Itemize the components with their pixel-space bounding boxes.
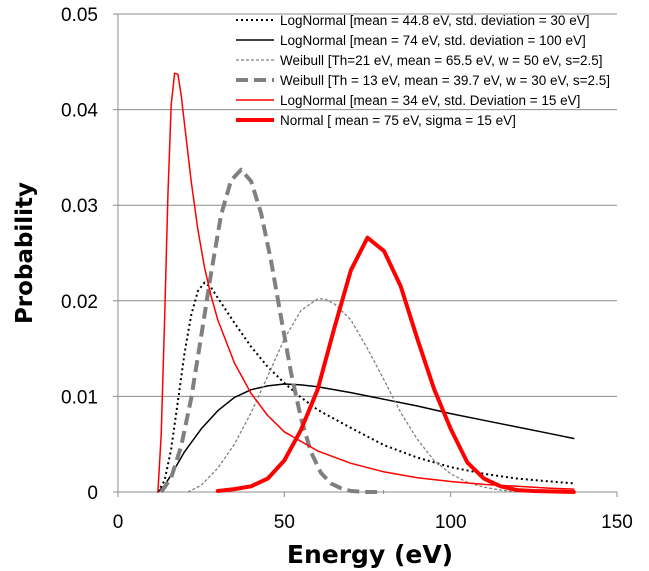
series-line-2 (157, 383, 575, 493)
y-tick-label: 0.02 (61, 292, 98, 313)
x-tick-label: 50 (274, 512, 295, 533)
x-tick-label: 0 (113, 512, 124, 533)
legend-label: Weibull [Th = 13 eV, mean = 39.7 eV, w =… (280, 73, 610, 88)
y-tick-label: 0.05 (61, 5, 98, 26)
series-lines (157, 72, 576, 494)
series-line-4 (159, 167, 385, 494)
series-line-3 (187, 298, 518, 493)
series-line-1 (157, 281, 574, 493)
legend-label: LogNormal [mean = 34 eV, std. Deviation … (280, 93, 580, 108)
x-axis-title: Energy (eV) (287, 540, 453, 569)
series-line-6 (215, 235, 576, 494)
grid-lines (118, 13, 617, 397)
x-tick-label: 100 (435, 512, 467, 533)
y-tick-label: 0 (87, 483, 98, 504)
y-tick-labels: 0 0.01 0.02 0.03 0.04 0.05 (61, 5, 118, 504)
y-tick-label: 0.01 (61, 387, 98, 408)
series-line-5 (157, 72, 575, 493)
legend-label: LogNormal [mean = 74 eV, std. deviation … (280, 33, 586, 48)
legend-label: LogNormal [mean = 44.8 eV, std. deviatio… (280, 13, 589, 28)
y-tick-label: 0.04 (61, 101, 98, 122)
legend: LogNormal [mean = 44.8 eV, std. deviatio… (236, 13, 610, 128)
y-axis-title: Probability (12, 182, 38, 324)
x-tick-labels: 0 50 100 150 (113, 492, 633, 533)
x-tick-label: 150 (601, 512, 633, 533)
legend-label: Normal [ mean = 75 eV, sigma = 15 eV] (280, 113, 516, 128)
y-tick-label: 0.03 (61, 196, 98, 217)
legend-label: Weibull [Th=21 eV, mean = 65.5 eV, w = 5… (280, 53, 602, 68)
